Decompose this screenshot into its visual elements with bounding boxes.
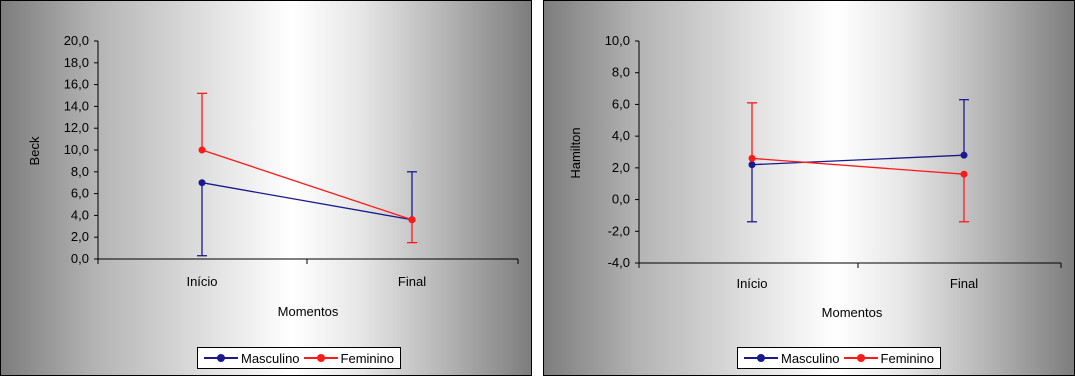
- beck-chart-panel: 0,0 2,0 4,0 6,0 8,0 10,0 12,0 14,0 16,0 18,0 20,0 I…: [0, 0, 532, 376]
- y-tick-label: 8,0: [612, 65, 630, 80]
- series-line-masculino: [201, 182, 413, 221]
- y-tick-label: -2,0: [608, 223, 630, 238]
- y-tick-label: 18,0: [64, 55, 89, 70]
- y-tick-label: 14,0: [64, 98, 89, 113]
- x-axis-title: Momentos: [822, 305, 883, 320]
- data-point-feminino: [198, 146, 206, 154]
- x-tick-label: Final: [950, 276, 978, 291]
- y-tick-label: 8,0: [71, 164, 89, 179]
- y-tick-label: 4,0: [612, 128, 630, 143]
- legend-item-feminino: Feminino: [303, 350, 394, 366]
- y-tick-label: 12,0: [64, 120, 89, 135]
- series-line-feminino: [201, 149, 413, 221]
- legend-swatch-masculino: [744, 352, 778, 364]
- legend-label-feminino: Feminino: [340, 350, 394, 366]
- y-tick-label: 2,0: [612, 160, 630, 175]
- x-tick-label: Início: [186, 274, 217, 289]
- data-point-masculino: [960, 151, 968, 159]
- series-line-masculino: [751, 154, 965, 166]
- legend-item-feminino: Feminino: [843, 350, 934, 366]
- legend-item-masculino: Masculino: [744, 351, 840, 366]
- hamilton-legend: Masculino Feminino: [737, 347, 941, 369]
- y-tick-label: 2,0: [71, 229, 89, 244]
- legend-label-feminino: Feminino: [880, 350, 934, 366]
- hamilton-chart: -4,0 -2,0 0,0 2,0 4,0 6,0 8,0 10,0 Início Final Mo…: [568, 33, 1062, 320]
- hamilton-chart-panel: -4,0 -2,0 0,0 2,0 4,0 6,0 8,0 10,0 Início Final Mo…: [543, 0, 1075, 376]
- legend-marker: [316, 354, 325, 362]
- y-tick-label: 10,0: [64, 142, 89, 157]
- x-axis-title: Momentos: [278, 304, 339, 319]
- data-point-feminino: [960, 170, 968, 178]
- legend-marker: [856, 354, 865, 362]
- y-tick-label: 10,0: [605, 33, 630, 48]
- data-point-feminino: [748, 154, 756, 162]
- y-tick-label: 6,0: [612, 96, 630, 111]
- data-point-masculino: [198, 179, 206, 187]
- y-tick-label: 20,0: [64, 33, 89, 48]
- y-tick-label: 4,0: [71, 207, 89, 222]
- x-tick-label: Início: [736, 276, 767, 291]
- x-tick-label: Final: [398, 274, 426, 289]
- legend-marker: [217, 354, 225, 362]
- beck-chart: 0,0 2,0 4,0 6,0 8,0 10,0 12,0 14,0 16,0 18,0 20,0 I…: [27, 33, 519, 319]
- series-line-feminino: [751, 157, 965, 175]
- y-tick-label: 0,0: [71, 251, 89, 266]
- y-tick-label: -4,0: [608, 255, 630, 270]
- legend-label-masculino: Masculino: [241, 350, 300, 366]
- beck-legend: Masculino Feminino: [197, 347, 401, 369]
- legend-marker: [757, 354, 765, 362]
- legend-label-masculino: Masculino: [781, 350, 840, 366]
- legend-swatch-masculino: [204, 352, 238, 364]
- y-tick-label: 16,0: [64, 77, 89, 92]
- legend-swatch-feminino: [303, 352, 338, 364]
- y-tick-label: 0,0: [612, 192, 630, 207]
- legend-item-masculino: Masculino: [204, 351, 300, 366]
- y-axis-title: Beck: [27, 136, 42, 165]
- legend-swatch-feminino: [843, 352, 878, 364]
- data-point-masculino: [748, 161, 756, 169]
- y-tick-label: 6,0: [71, 186, 89, 201]
- data-point-feminino: [408, 216, 416, 224]
- y-axis-title: Hamilton: [568, 127, 583, 178]
